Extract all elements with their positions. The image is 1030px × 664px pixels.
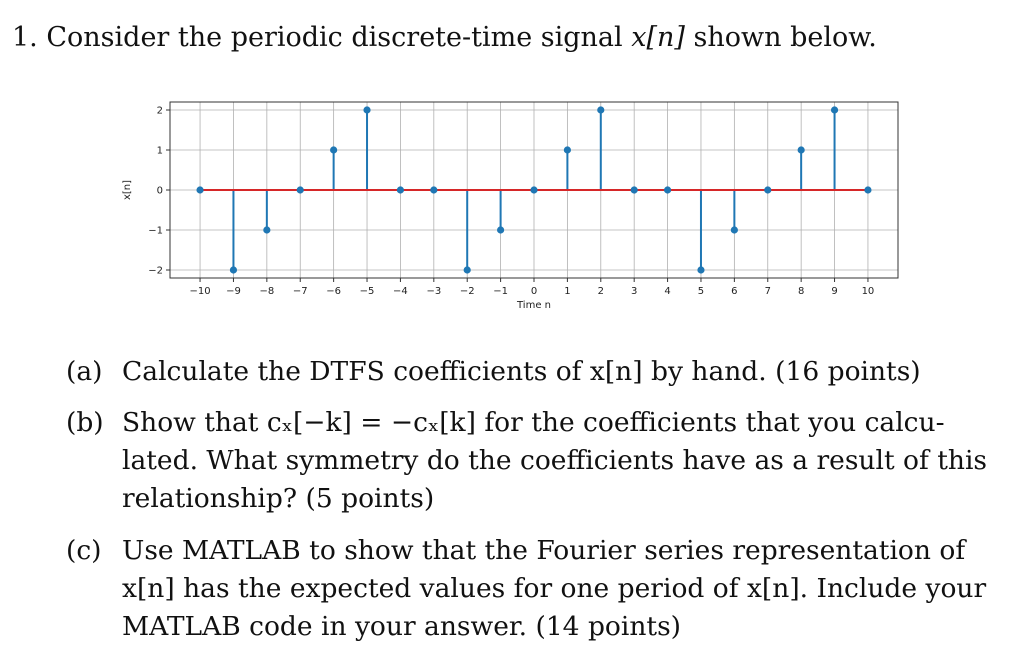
stem-marker — [630, 186, 638, 194]
stem-plot: −10 −9 −8 −7 −6 −5 −4 −3 −2 −1 0 1 2 3 4 5 6 7 8 9 10 −2 −1 0 1 2… — [110, 92, 910, 324]
y-tick-label: 0 — [157, 186, 163, 197]
stem-marker — [830, 106, 839, 114]
stem-marker — [196, 186, 204, 194]
x-tick-label: 3 — [631, 286, 637, 297]
x-tick-label: −6 — [326, 286, 341, 297]
y-axis-label: x[n] — [122, 180, 133, 200]
stem-marker — [296, 186, 304, 194]
stem-marker — [663, 186, 672, 194]
stem-marker — [764, 186, 772, 194]
stem-marker — [463, 266, 471, 274]
stem-marker — [430, 186, 438, 194]
stem-marker — [563, 146, 571, 154]
x-tick-label: 10 — [862, 286, 875, 297]
part-c-line: Use MATLAB to show that the Fourier seri… — [122, 535, 966, 566]
stem-marker — [497, 226, 505, 234]
part-b-line: relationship? (5 points) — [122, 483, 435, 514]
stem-marker — [330, 146, 338, 154]
y-tick-label: 2 — [157, 106, 163, 117]
stem-marker — [530, 186, 538, 194]
stem-marker — [864, 186, 872, 194]
part-a-line: Calculate the DTFS coefficients of x[n] … — [122, 356, 921, 387]
x-tick-label: 4 — [664, 286, 670, 297]
x-tick-label: −2 — [460, 286, 475, 297]
x-axis-label: Time n — [516, 300, 551, 311]
stem-marker — [229, 266, 238, 274]
part-c-line: MATLAB code in your answer. (14 points) — [122, 611, 682, 642]
part-c-label: (c) — [66, 535, 102, 566]
part-b-line: Show that cₓ[−k] = −cₓ[k] for the coeffi… — [122, 407, 945, 438]
x-tick-label: 5 — [698, 286, 704, 297]
x-tick-label: −1 — [493, 286, 508, 297]
x-tick-label: 9 — [831, 286, 837, 297]
stem-plot-svg: −10 −9 −8 −7 −6 −5 −4 −3 −2 −1 0 1 2 3 4 5 6 7 8 9 10−2−1012… — [122, 101, 899, 311]
stem-marker — [263, 226, 271, 234]
question-title: 1. Consider the periodic discrete-time s… — [12, 22, 877, 53]
question-text-after: shown below. — [693, 22, 877, 53]
x-tick-label: 2 — [598, 286, 604, 297]
stem-marker — [597, 106, 605, 114]
part-b-text: Show that cₓ[−k] = −cₓ[k] for the coeffi… — [122, 404, 992, 518]
x-tick-label: −5 — [360, 286, 375, 297]
x-tick-label: 1 — [564, 286, 570, 297]
part-b-label: (b) — [66, 407, 104, 438]
y-tick-label: 1 — [157, 146, 163, 157]
x-tick-label: 8 — [798, 286, 804, 297]
x-tick-label: 0 — [531, 286, 537, 297]
stem-marker — [797, 146, 805, 154]
part-c-text: Use MATLAB to show that the Fourier seri… — [122, 532, 992, 646]
stem-marker — [730, 226, 738, 234]
x-tick-label: 6 — [731, 286, 737, 297]
part-c-line: x[n] has the expected values for one per… — [122, 573, 987, 604]
x-tick-label: −3 — [426, 286, 441, 297]
question-text-before: Consider the periodic discrete-time sign… — [46, 22, 623, 53]
question-number: 1. — [12, 22, 38, 53]
x-tick-label: −7 — [293, 286, 308, 297]
x-tick-label: −10 — [190, 286, 211, 297]
stem-marker — [363, 106, 371, 114]
y-tick-label: −2 — [148, 266, 163, 277]
x-tick-label: 7 — [765, 286, 771, 297]
y-tick-label: −1 — [148, 226, 163, 237]
part-a-label: (a) — [66, 356, 103, 387]
stem-marker — [697, 266, 705, 274]
part-a-text: Calculate the DTFS coefficients of x[n] … — [122, 353, 992, 391]
x-tick-label: −9 — [226, 286, 241, 297]
stem-marker — [396, 186, 405, 194]
question-signal: x[n] — [631, 22, 685, 53]
part-b-line: lated. What symmetry do the coefficients… — [122, 445, 988, 476]
x-tick-label: −8 — [259, 286, 274, 297]
x-tick-label: −4 — [393, 286, 408, 297]
